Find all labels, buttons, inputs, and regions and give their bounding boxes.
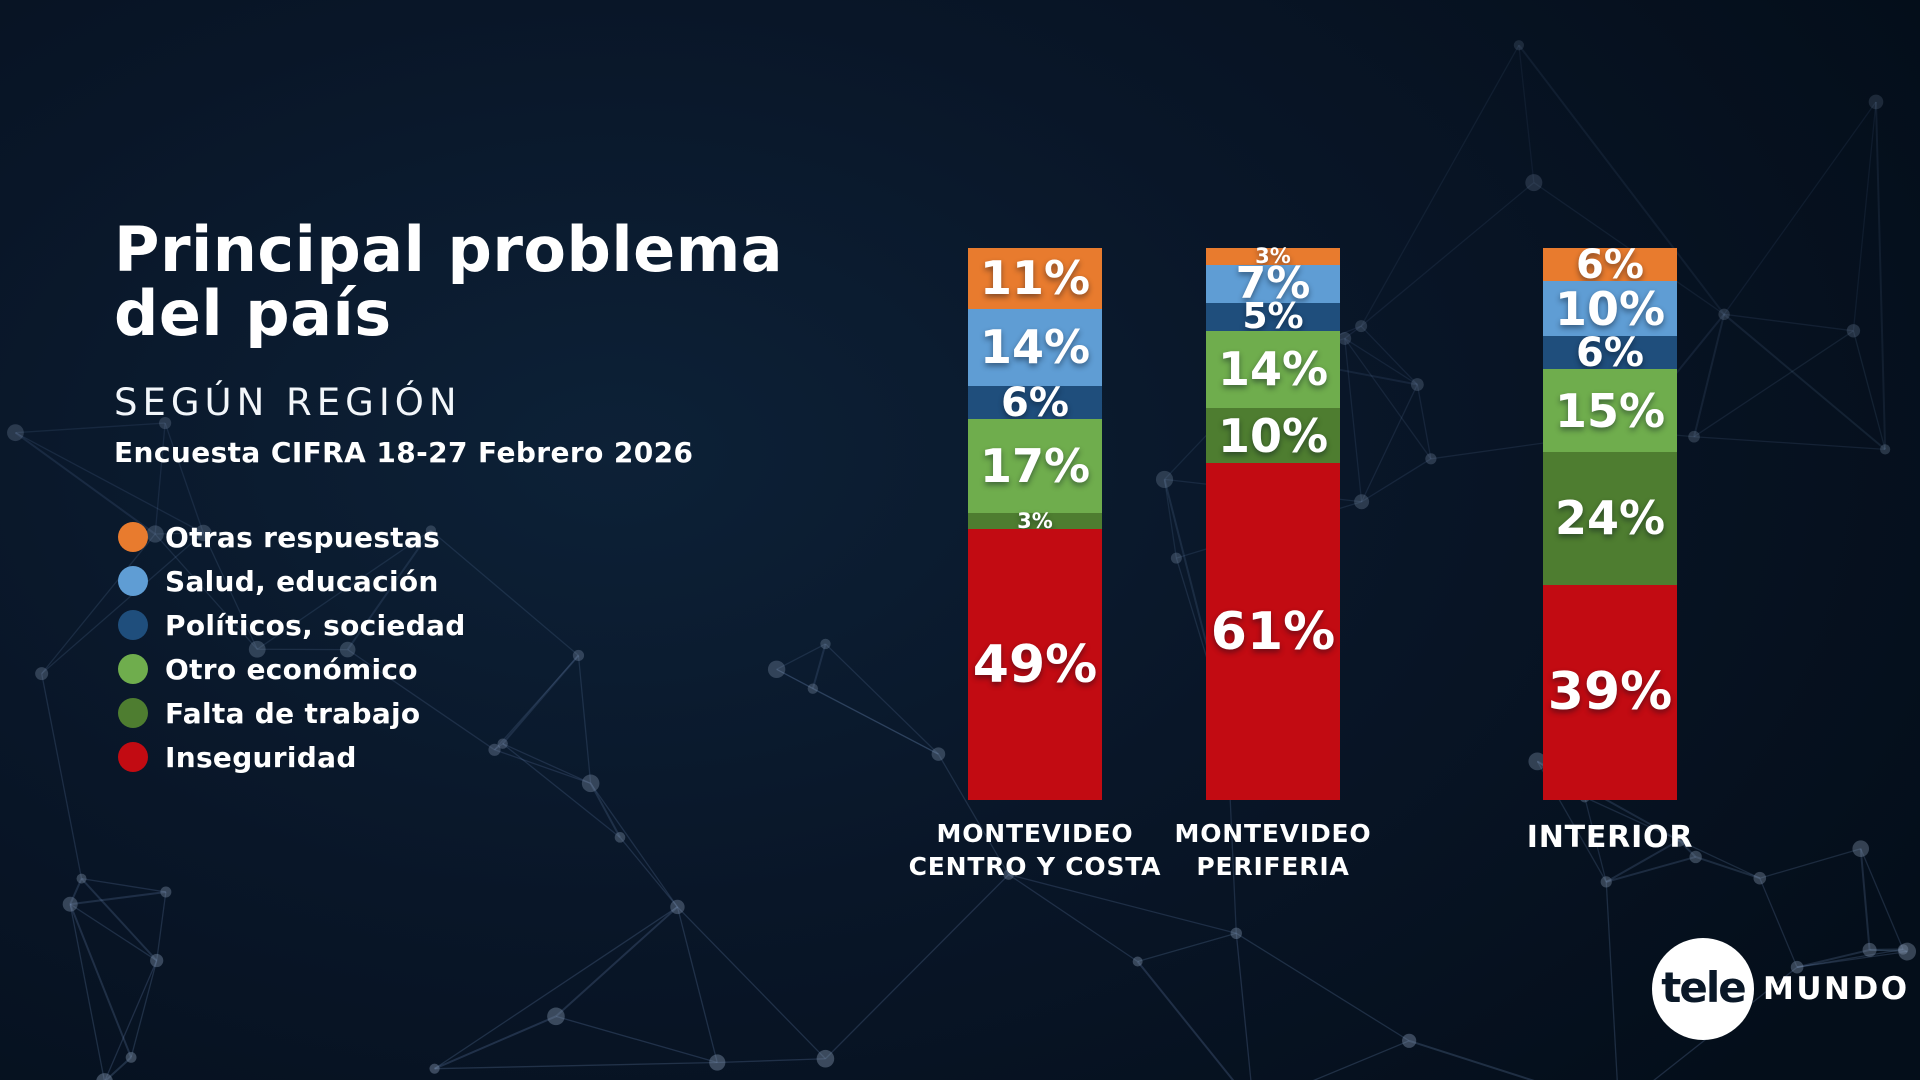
bar-segment: 14% — [1206, 330, 1340, 409]
title-line-2: del país — [114, 277, 392, 351]
telemundo-circle-mark: tele — [1652, 938, 1754, 1040]
bar-segment: 61% — [1206, 463, 1340, 800]
bar-category-label: MONTEVIDEO PERIFERIA — [1174, 819, 1372, 881]
legend-color-dot — [118, 698, 148, 728]
survey-source-note: Encuesta CIFRA 18-27 Febrero 2026 — [114, 435, 694, 469]
legend-label: Políticos, sociedad — [165, 608, 466, 642]
title-line-1: Principal problema — [114, 213, 784, 286]
bar-segment: 17% — [968, 419, 1102, 513]
chart-subtitle: SEGÚN REGIÓN — [114, 380, 462, 424]
legend-color-dot — [118, 654, 148, 684]
bar-segment: 39% — [1543, 584, 1677, 800]
bar-column: 3% 7% 5% 14% 10% 61% — [1206, 243, 1340, 800]
legend-item: Salud, educación — [118, 564, 466, 598]
segment-value-label: 5% — [1242, 295, 1304, 337]
legend-item: Otras respuestas — [118, 520, 466, 554]
bar-segment: 6% — [1543, 245, 1677, 285]
legend-color-dot — [118, 566, 148, 596]
legend-item: Otro económico — [118, 652, 466, 686]
segment-value-label: 6% — [1001, 379, 1069, 426]
legend-item: Falta de trabajo — [118, 696, 466, 730]
legend-color-dot — [118, 610, 148, 640]
bar-segment: 7% — [1206, 257, 1340, 309]
segment-value-label: 61% — [1210, 601, 1336, 662]
segment-value-label: 6% — [1576, 241, 1644, 288]
bar-segment: 6% — [1543, 333, 1677, 373]
bar-segment: 6% — [968, 383, 1102, 423]
chart-header: Principal problema del país SEGÚN REGIÓN … — [114, 217, 783, 469]
bar-segment: 49% — [968, 529, 1102, 800]
legend-item: Inseguridad — [118, 740, 466, 774]
segment-value-label: 10% — [1554, 281, 1666, 336]
page-title: Principal problema del país — [114, 217, 783, 351]
legend-label: Salud, educación — [165, 564, 439, 598]
segment-value-label: 10% — [1217, 408, 1329, 463]
legend-label: Falta de trabajo — [165, 696, 421, 730]
segment-value-label: 39% — [1547, 662, 1673, 723]
bar-segment: 5% — [1206, 298, 1340, 334]
segment-value-label: 3% — [1017, 508, 1053, 533]
bar-segment: 3% — [1206, 243, 1340, 268]
segment-value-label: 49% — [972, 634, 1098, 695]
telemundo-circle-text: tele — [1661, 962, 1746, 1012]
bar-column: 11% 14% 6% 17% 3% 49% — [968, 248, 1102, 800]
legend-label: Inseguridad — [165, 740, 357, 774]
bar-segment: 10% — [1206, 408, 1340, 464]
legend-label: Otras respuestas — [165, 520, 441, 554]
telemundo-logo: tele MUNDO — [1652, 938, 1910, 1040]
segment-value-label: 6% — [1576, 329, 1644, 376]
segment-value-label: 7% — [1235, 257, 1311, 309]
segment-value-label: 3% — [1255, 243, 1291, 268]
segment-value-label: 15% — [1554, 383, 1666, 438]
bar-segment: 10% — [1543, 281, 1677, 337]
bar-category-label: INTERIOR — [1526, 820, 1694, 855]
bar-segment: 15% — [1543, 369, 1677, 453]
telemundo-wordmark: MUNDO — [1763, 971, 1910, 1007]
bar-column: 6% 10% 6% 15% 24% 39% — [1543, 245, 1677, 800]
legend-item: Políticos, sociedad — [118, 608, 466, 642]
legend-color-dot — [118, 522, 148, 552]
segment-value-label: 24% — [1554, 491, 1666, 546]
bar-segment: 24% — [1543, 452, 1677, 585]
segment-value-label: 14% — [979, 320, 1091, 375]
segment-value-label: 17% — [979, 439, 1091, 493]
bar-segment: 11% — [968, 248, 1102, 309]
legend-color-dot — [118, 742, 148, 772]
bar-segment: 14% — [968, 308, 1102, 386]
segment-value-label: 11% — [979, 251, 1091, 306]
legend-label: Otro económico — [165, 652, 418, 686]
segment-value-label: 14% — [1217, 342, 1329, 397]
legend: Otras respuestas Salud, educación Político… — [118, 520, 466, 786]
bar-segment: 3% — [968, 508, 1102, 533]
bar-category-label: MONTEVIDEO CENTRO Y COSTA — [908, 819, 1162, 881]
